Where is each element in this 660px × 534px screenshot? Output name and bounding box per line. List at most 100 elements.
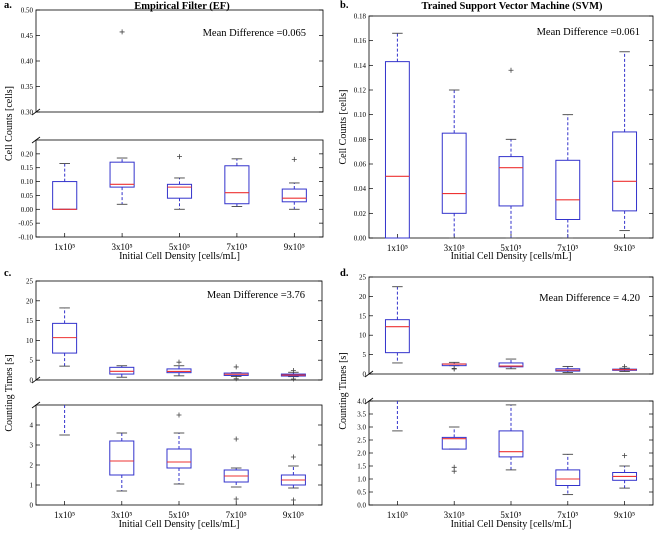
y-axis-label: Counting Times [s] <box>4 354 15 431</box>
y-tick-label: 5 <box>363 351 367 359</box>
axis-break-mark <box>31 136 41 144</box>
x-axis-label: Initial Cell Density [cells/mL] <box>451 251 572 262</box>
y-tick-label: 0 <box>363 371 367 379</box>
outlier-marker <box>233 496 239 502</box>
y-tick-label: 25 <box>26 278 34 286</box>
x-tick-label: 1x10⁵ <box>54 242 75 252</box>
y-tick-label: 0.5 <box>357 489 366 497</box>
y-tick-label: 0.10 <box>354 111 367 119</box>
box <box>498 430 524 458</box>
x-tick-label: 9x10⁵ <box>614 510 635 520</box>
outlier-marker <box>233 436 239 442</box>
y-tick-label: 0.50 <box>21 7 34 15</box>
x-tick-label: 9x10⁵ <box>284 242 305 252</box>
outlier-marker <box>176 412 182 418</box>
y-tick-label: 0 <box>30 377 34 385</box>
x-tick-label: 3x10⁵ <box>111 510 132 520</box>
panel-label: c. <box>4 268 12 279</box>
box <box>555 159 581 221</box>
y-tick-label: 5 <box>30 357 34 365</box>
y-tick-label: 2.0 <box>357 450 366 458</box>
y-tick-label: 0.15 <box>21 164 34 172</box>
x-tick-label: 3x10⁵ <box>444 510 465 520</box>
x-tick-label: 5x10⁵ <box>169 242 190 252</box>
box <box>224 165 250 205</box>
axes-frame-lower <box>35 404 323 506</box>
y-tick-label: 0.05 <box>21 192 34 200</box>
box <box>166 183 193 199</box>
x-tick-label: 7x10⁵ <box>226 242 247 252</box>
x-tick-label: 3x10⁵ <box>112 242 133 252</box>
mean-difference-annotation: Mean Difference =0.065 <box>203 28 306 39</box>
y-axis-label: Cell Counts [cells] <box>338 90 349 165</box>
panel-label: b. <box>340 0 349 11</box>
x-axis-label: Initial Cell Density [cells/mL] <box>119 519 240 530</box>
box <box>555 469 581 486</box>
axes-frame-main <box>368 15 654 239</box>
outlier-marker <box>119 29 125 35</box>
panel-label: a. <box>4 0 12 11</box>
y-tick-label: 20 <box>359 293 367 301</box>
box <box>441 436 467 450</box>
axis-break-mark <box>31 401 41 409</box>
y-tick-label: 1.5 <box>357 463 366 471</box>
outlier-marker <box>451 468 457 474</box>
y-tick-label: 15 <box>359 312 367 320</box>
y-tick-label: 0.0 <box>357 502 366 510</box>
y-tick-label: 0.20 <box>21 150 34 158</box>
y-tick-label: 0.12 <box>354 87 367 95</box>
x-tick-label: 9x10⁵ <box>614 243 635 253</box>
axis-break-mark <box>31 108 41 116</box>
axes-frame-upper <box>368 276 654 375</box>
y-tick-label: 0.16 <box>354 37 367 45</box>
y-tick-label: 10 <box>26 337 34 345</box>
box <box>498 362 524 368</box>
axes-frame-lower <box>368 400 654 506</box>
mean-difference-annotation: Mean Difference =0.061 <box>537 27 640 38</box>
x-tick-label: 1x10⁵ <box>387 510 408 520</box>
y-tick-label: 1.0 <box>357 476 366 484</box>
y-tick-label: 3 <box>30 442 34 450</box>
outlier-marker <box>290 376 296 382</box>
y-tick-label: 0.45 <box>21 32 34 40</box>
box <box>52 322 78 354</box>
axes-frame-upper <box>35 280 323 381</box>
axis-break-mark <box>364 397 374 405</box>
y-tick-label: 4 <box>30 422 34 430</box>
axis-break-mark <box>364 370 374 378</box>
box <box>384 61 410 239</box>
box <box>166 448 192 469</box>
y-axis-label: Counting Times [s] <box>338 352 349 429</box>
x-tick-label: 9x10⁵ <box>283 510 304 520</box>
x-tick-label: 5x10⁵ <box>500 243 521 253</box>
mean-difference-annotation: Mean Difference = 4.20 <box>539 293 640 304</box>
panel-title: Empirical Filter (EF) <box>134 1 230 12</box>
y-tick-label: -0.05 <box>18 220 33 228</box>
box <box>52 181 78 210</box>
outlier-marker <box>290 367 296 373</box>
mean-difference-annotation: Mean Difference =3.76 <box>207 290 305 301</box>
x-tick-label: 7x10⁵ <box>226 510 247 520</box>
y-tick-label: 0.06 <box>354 161 367 169</box>
outlier-marker <box>622 364 628 370</box>
y-tick-label: 20 <box>26 297 34 305</box>
y-tick-label: 0.35 <box>21 83 34 91</box>
box <box>109 440 135 476</box>
y-tick-label: 1 <box>30 482 34 490</box>
y-tick-label: 0.00 <box>354 235 367 243</box>
y-tick-label: 0.04 <box>354 185 367 193</box>
y-tick-label: 3.0 <box>357 424 366 432</box>
box <box>166 368 192 374</box>
outlier-marker <box>508 67 514 73</box>
x-tick-label: 1x10⁵ <box>54 510 75 520</box>
y-tick-label: 25 <box>359 274 367 282</box>
x-tick-label: 1x10⁵ <box>387 243 408 253</box>
outlier-marker <box>177 154 182 160</box>
y-tick-label: 10 <box>359 332 367 340</box>
box <box>612 131 638 212</box>
x-axis-label: Initial Cell Density [cells/mL] <box>119 251 240 262</box>
x-tick-label: 3x10⁵ <box>444 243 465 253</box>
outlier-marker <box>451 366 457 372</box>
y-tick-label: -0.10 <box>18 234 33 242</box>
